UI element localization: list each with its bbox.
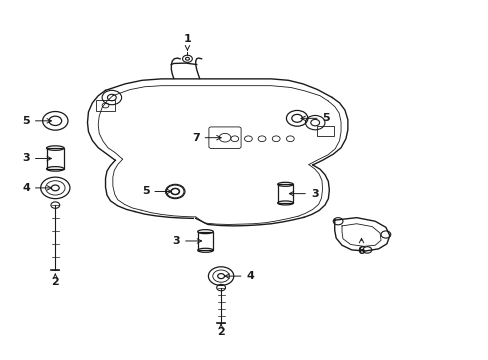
Text: 7: 7 bbox=[191, 133, 221, 143]
Bar bbox=[46, 148, 64, 169]
Bar bbox=[277, 184, 293, 203]
Bar bbox=[197, 231, 213, 250]
Text: 3: 3 bbox=[289, 189, 318, 199]
Text: 5: 5 bbox=[301, 113, 329, 123]
Text: 1: 1 bbox=[183, 34, 191, 50]
Bar bbox=[316, 126, 333, 136]
Text: 4: 4 bbox=[224, 271, 254, 281]
Text: 3: 3 bbox=[172, 236, 201, 246]
Text: 5: 5 bbox=[22, 116, 51, 126]
Text: 2: 2 bbox=[51, 277, 59, 287]
Text: 6: 6 bbox=[357, 238, 365, 256]
Text: 3: 3 bbox=[22, 153, 51, 163]
Text: 4: 4 bbox=[22, 183, 51, 193]
Bar bbox=[96, 100, 115, 111]
Text: 5: 5 bbox=[142, 186, 171, 197]
Text: 2: 2 bbox=[217, 327, 224, 337]
